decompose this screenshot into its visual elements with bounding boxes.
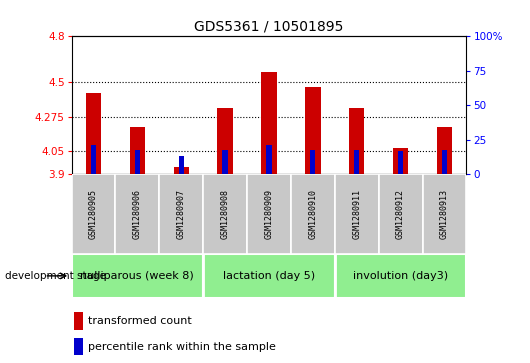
Bar xyxy=(247,174,291,254)
Bar xyxy=(335,254,466,298)
Bar xyxy=(135,150,140,174)
Bar xyxy=(116,174,160,254)
Text: GSM1280908: GSM1280908 xyxy=(220,189,229,239)
Bar xyxy=(437,127,452,174)
Text: GSM1280905: GSM1280905 xyxy=(89,189,98,239)
Text: GSM1280913: GSM1280913 xyxy=(440,189,449,239)
Bar xyxy=(173,167,189,174)
Bar xyxy=(203,254,335,298)
Text: percentile rank within the sample: percentile rank within the sample xyxy=(88,342,276,352)
Text: involution (day3): involution (day3) xyxy=(353,271,448,281)
Bar xyxy=(310,150,315,174)
Bar xyxy=(305,87,321,174)
Bar xyxy=(74,338,83,355)
Bar xyxy=(130,127,145,174)
Bar xyxy=(261,72,277,174)
Bar xyxy=(217,108,233,174)
Bar xyxy=(378,174,422,254)
Bar xyxy=(267,145,271,174)
Text: GSM1280910: GSM1280910 xyxy=(308,189,317,239)
Bar xyxy=(354,150,359,174)
Bar xyxy=(335,174,378,254)
Bar xyxy=(179,156,184,174)
Bar xyxy=(422,174,466,254)
Bar xyxy=(291,174,335,254)
Bar xyxy=(442,150,447,174)
Bar xyxy=(223,150,228,174)
Text: GSM1280911: GSM1280911 xyxy=(352,189,361,239)
Bar xyxy=(398,151,403,174)
Bar xyxy=(74,312,83,330)
Text: lactation (day 5): lactation (day 5) xyxy=(223,271,315,281)
Title: GDS5361 / 10501895: GDS5361 / 10501895 xyxy=(195,20,343,34)
Text: transformed count: transformed count xyxy=(88,316,192,326)
Bar xyxy=(72,254,203,298)
Bar xyxy=(72,174,116,254)
Bar xyxy=(349,108,365,174)
Text: GSM1280906: GSM1280906 xyxy=(133,189,142,239)
Bar xyxy=(91,145,96,174)
Text: development stage: development stage xyxy=(5,271,107,281)
Bar xyxy=(86,93,101,174)
Bar xyxy=(160,174,203,254)
Bar xyxy=(393,148,408,174)
Bar xyxy=(203,174,247,254)
Text: nulliparous (week 8): nulliparous (week 8) xyxy=(81,271,194,281)
Text: GSM1280907: GSM1280907 xyxy=(176,189,186,239)
Text: GSM1280909: GSM1280909 xyxy=(264,189,273,239)
Text: GSM1280912: GSM1280912 xyxy=(396,189,405,239)
